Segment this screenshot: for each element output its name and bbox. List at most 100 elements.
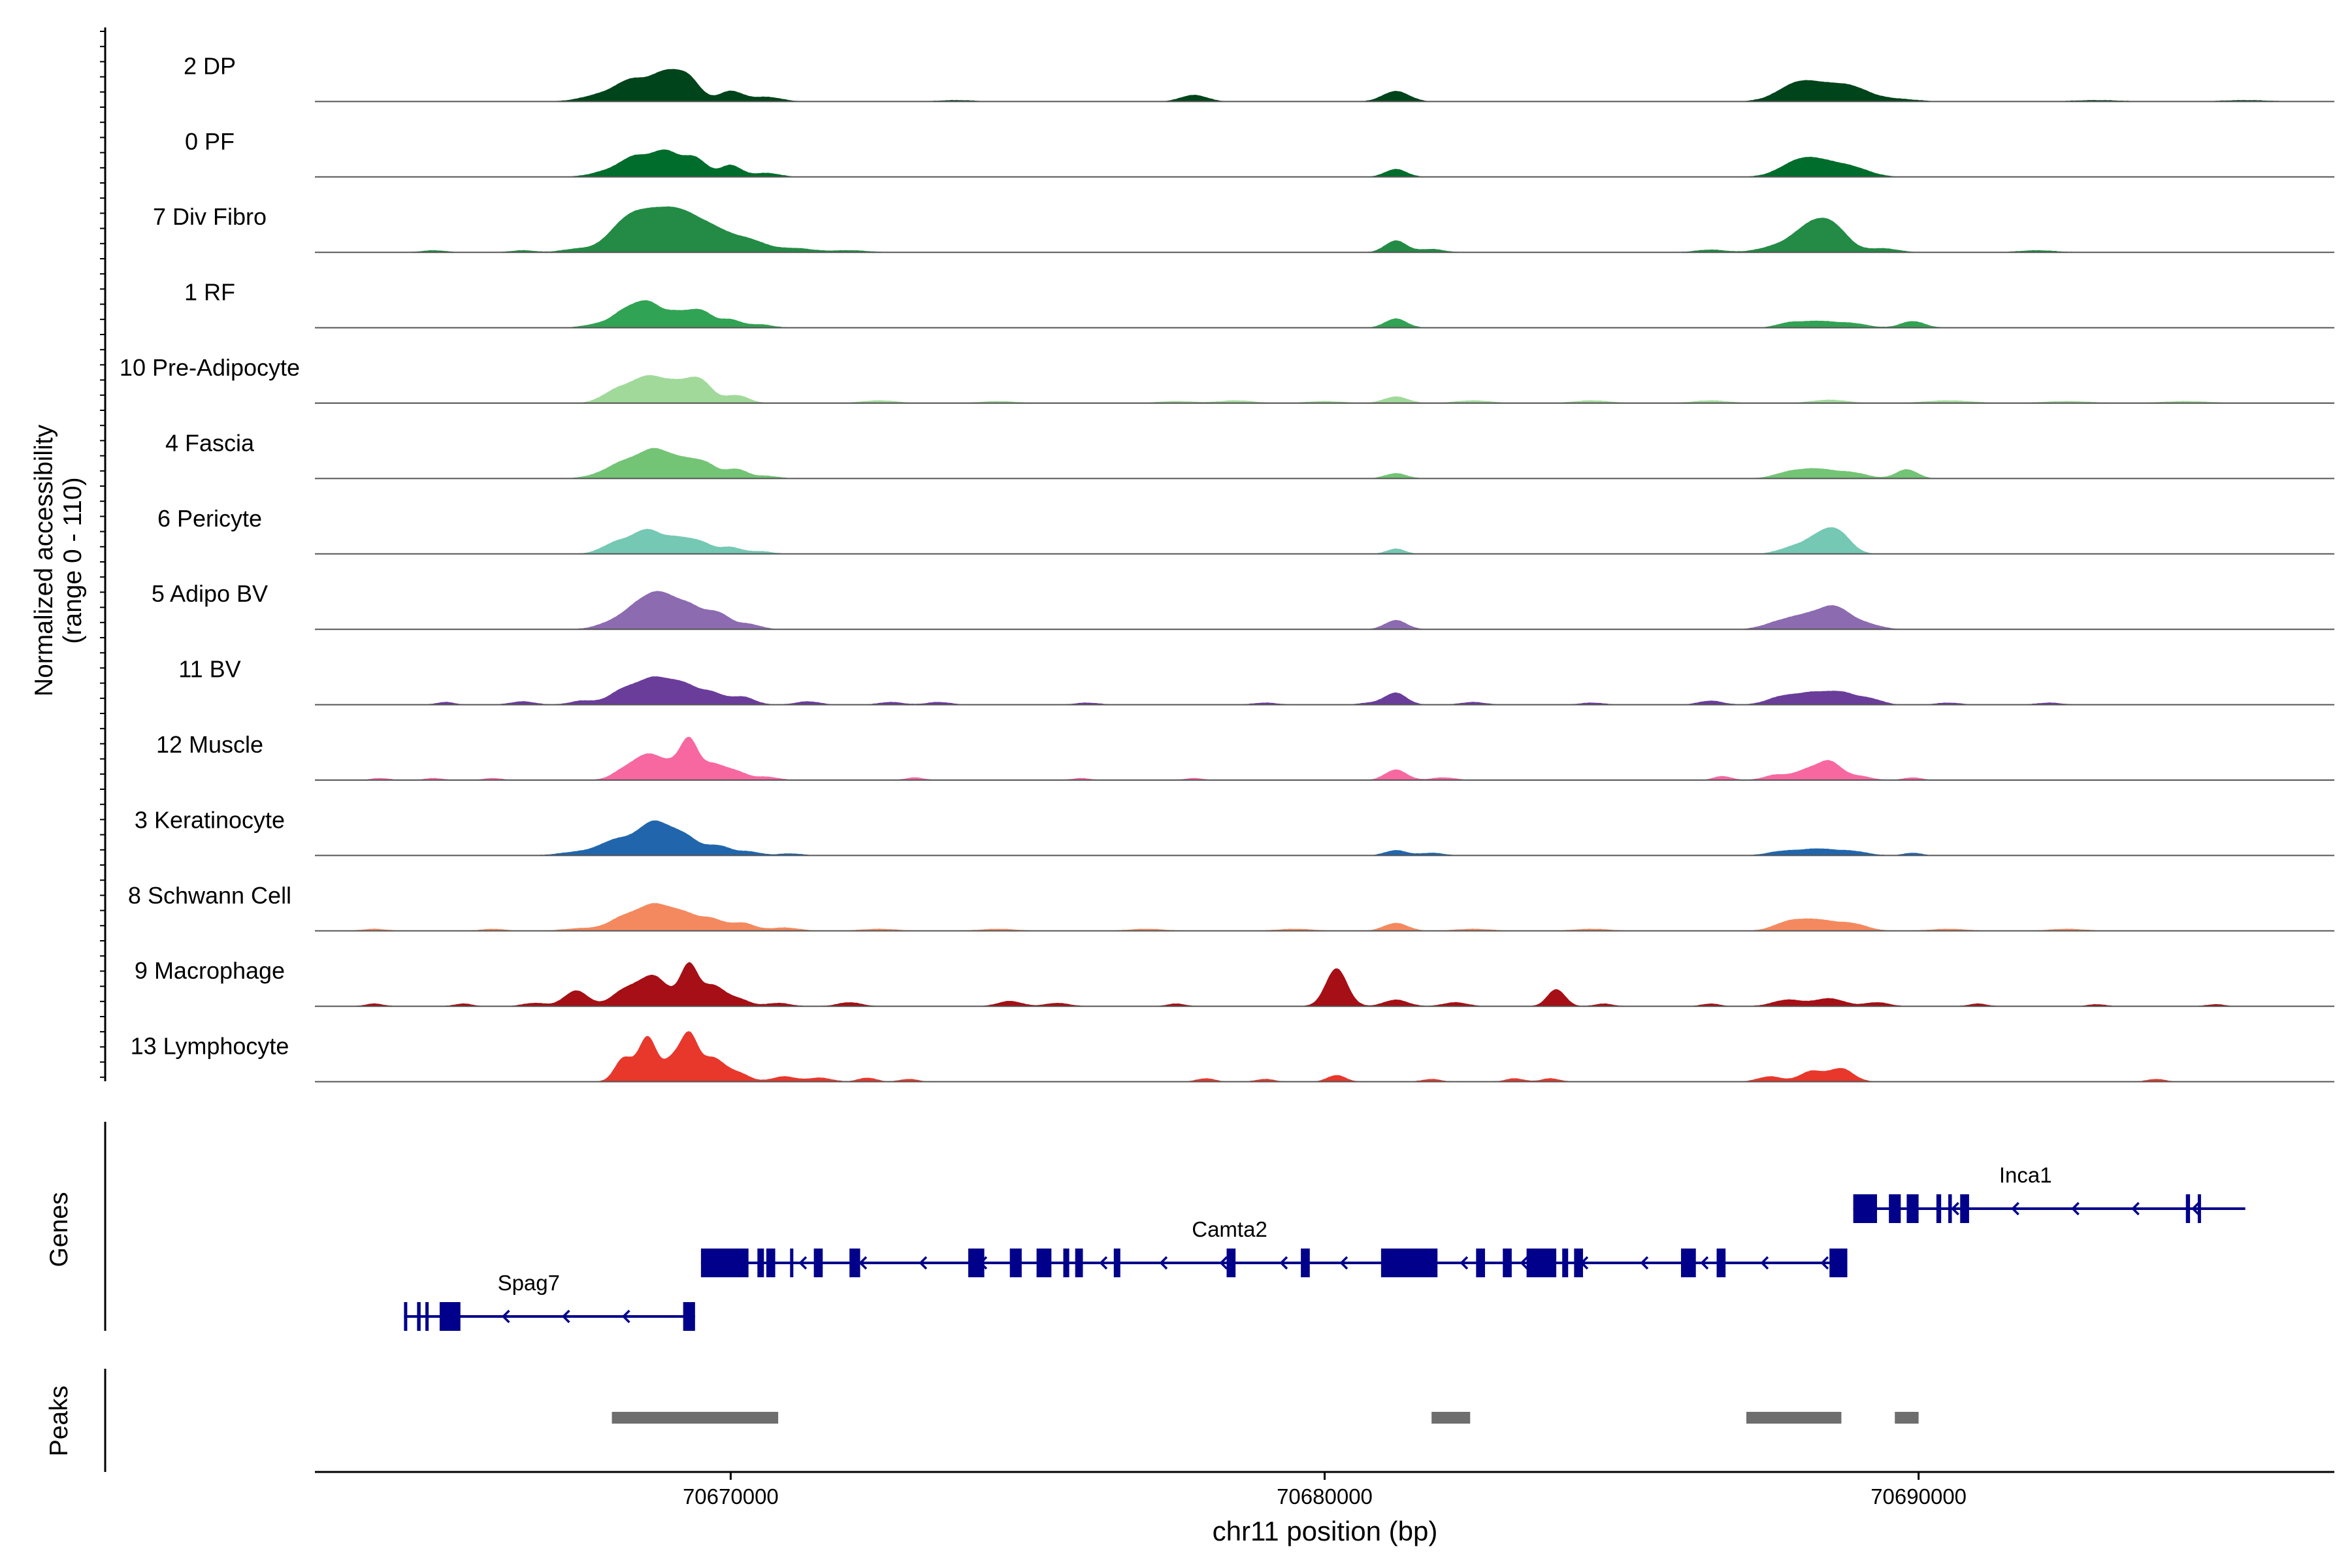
strand-arrow [1219,1256,1228,1270]
genes-panel-label: Genes [45,1192,73,1267]
peaks-panel-label: Peaks [45,1386,73,1456]
exon [849,1249,860,1277]
track-label: 10 Pre-Adipocyte [120,354,300,381]
exon [1503,1249,1512,1277]
exon [683,1302,695,1331]
peak-region [1895,1412,1919,1424]
strand-arrow [1640,1256,1649,1270]
strand-arrow [2011,1201,2019,1216]
exon [1113,1249,1120,1277]
exon [439,1302,461,1331]
exon [1936,1194,1942,1223]
exon [1680,1249,1696,1277]
coverage-area [315,903,2334,931]
y-axis-label-range: (range 0 - 110) [59,477,87,644]
strand-arrow [2131,1201,2140,1216]
track-label: 1 RF [184,279,235,306]
strand-arrow [858,1256,868,1270]
coverage-area [315,591,2334,630]
exon [1063,1249,1070,1277]
x-tick-label: 70680000 [1277,1484,1373,1509]
strand-arrow [1700,1256,1709,1270]
x-axis-title: chr11 position (bp) [1213,1516,1438,1546]
gene-camta2: Camta2 [700,1217,1848,1277]
track-5: 10 Pre-Adipocyte [120,354,2334,404]
track-label: 5 Adipo BV [152,580,268,607]
strand-arrow [798,1256,808,1270]
exon [1301,1249,1310,1277]
track-label: 2 DP [184,52,236,79]
y-axis-label: Normalized accessibility [30,424,58,696]
exon [1226,1249,1236,1277]
exon [757,1249,764,1277]
exon [1526,1249,1557,1277]
exon [1960,1194,1969,1223]
exon [1906,1194,1919,1223]
exon [404,1302,408,1331]
exon [2185,1194,2191,1223]
track-label: 4 Fascia [165,429,255,456]
track-12: 8 Schwann Cell [128,882,2334,932]
gene-spag7: Spag7 [404,1271,695,1331]
track-8: 5 Adipo BV [152,580,2334,630]
exon [1853,1194,1877,1223]
exon [813,1249,823,1277]
coverage-tracks: 2 DP 0 PF 7 Div Fibro 1 RF 10 Pre-Adipocyte 4… [100,27,2334,1083]
track-7: 6 Pericyte [157,505,2334,555]
coverage-area [315,206,2334,253]
exon [1716,1249,1726,1277]
exon [1829,1249,1848,1277]
coverage-area [315,736,2334,780]
track-label: 0 PF [185,128,235,155]
strand-arrow [2191,1201,2200,1216]
track-13: 9 Macrophage [135,957,2334,1007]
strand-arrow [1460,1256,1469,1270]
strand-arrow [919,1256,928,1270]
exon [1889,1194,1901,1223]
exon [1075,1249,1083,1277]
coverage-area [315,1031,2334,1082]
coverage-area [315,676,2334,705]
track-1: 2 DP [184,52,2334,103]
track-2: 0 PF [185,128,2334,178]
track-label: 3 Keratinocyte [135,806,285,833]
exon [1380,1249,1438,1277]
track-label: 12 Muscle [156,731,263,758]
exon [2197,1194,2201,1223]
strand-arrow [561,1309,570,1324]
strand-arrow [1339,1256,1348,1270]
peak-region [1746,1412,1842,1424]
track-label: 11 BV [178,656,240,683]
x-tick-label: 70670000 [683,1484,779,1509]
track-3: 7 Div Fibro [153,203,2334,253]
strand-arrow [1099,1256,1108,1270]
strand-arrow [1820,1256,1829,1270]
track-label: 8 Schwann Cell [128,882,291,909]
exon [790,1249,794,1277]
track-10: 12 Muscle [156,731,2334,781]
exon [1562,1249,1569,1277]
coverage-area [315,69,2334,102]
peak-region [612,1412,779,1424]
exon [417,1302,421,1331]
gene-inca1: Inca1 [1853,1163,2246,1223]
track-label: 13 Lymphocyte [131,1033,289,1060]
track-14: 13 Lymphocyte [131,1031,2334,1083]
strand-arrow [2071,1201,2080,1216]
strand-arrow [1760,1256,1769,1270]
gene-label: Spag7 [498,1271,560,1295]
coverage-area [315,962,2334,1007]
exon [1476,1249,1485,1277]
coverage-area [315,375,2334,403]
track-label: 7 Div Fibro [153,203,267,230]
strand-arrow [1279,1256,1288,1270]
gene-annotation-panel: Spag7 Camta2 Inca1 [104,1122,2246,1331]
coverage-area [315,300,2334,328]
track-4: 1 RF [184,279,2334,329]
coverage-area [315,527,2334,554]
exon [766,1249,776,1277]
strand-arrow [1159,1256,1168,1270]
gene-label: Inca1 [1999,1163,2052,1187]
coverage-area [315,448,2334,479]
